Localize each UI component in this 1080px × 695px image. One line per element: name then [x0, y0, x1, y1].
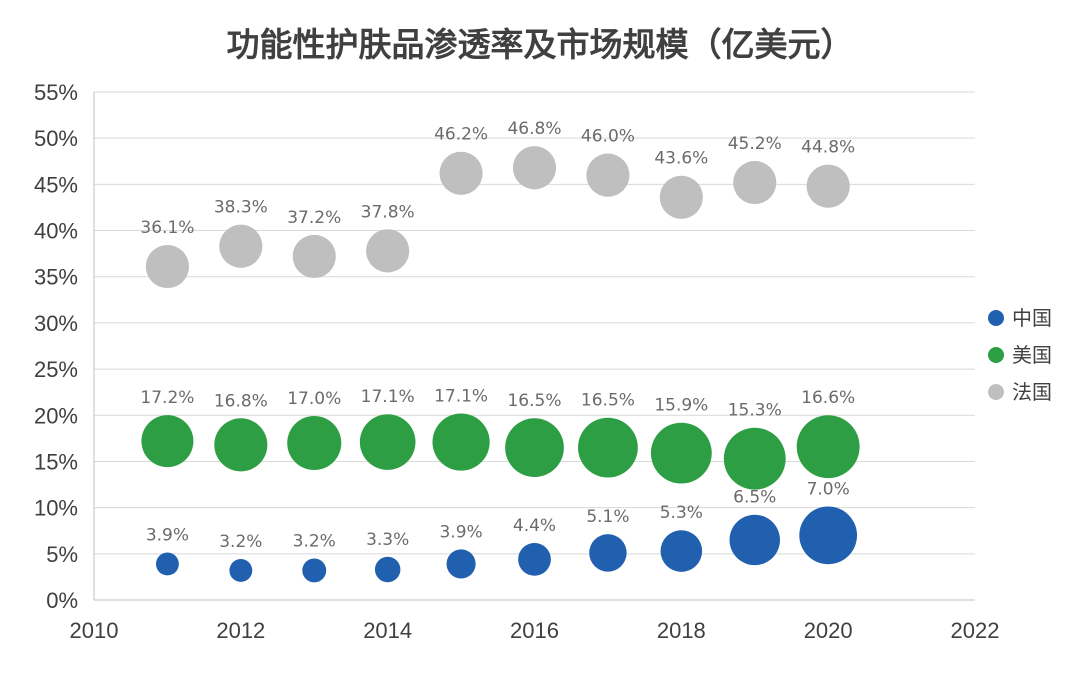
y-tick-label: 20% [34, 403, 78, 428]
x-tick-label: 2012 [216, 618, 265, 643]
bubble-美国-2015 [432, 413, 490, 471]
legend-label: 法国 [1012, 380, 1052, 404]
y-tick-label: 50% [34, 126, 78, 151]
legend-label: 中国 [1012, 306, 1052, 330]
bubble-美国-2019 [723, 427, 786, 490]
bubble-中国-2014 [374, 556, 401, 583]
data-label: 36.1% [140, 218, 194, 238]
bubble-法国-2014 [366, 229, 410, 273]
data-label: 4.4% [513, 516, 556, 536]
x-tick-label: 2016 [510, 618, 559, 643]
bubble-美国-2014 [359, 414, 416, 470]
y-tick-label: 15% [34, 449, 78, 474]
data-label: 3.3% [366, 530, 409, 550]
data-label: 17.2% [140, 388, 194, 408]
bubble-美国-2020 [796, 415, 860, 479]
data-label: 3.2% [293, 531, 336, 551]
x-tick-label: 2014 [363, 618, 412, 643]
bubble-中国-2016 [518, 542, 551, 576]
legend-label: 美国 [1012, 343, 1052, 367]
bubble-法国-2015 [439, 151, 483, 195]
chart-title: 功能性护肤品渗透率及市场规模（亿美元） [226, 25, 854, 64]
data-label: 3.2% [219, 532, 262, 552]
y-tick-label: 35% [34, 265, 78, 290]
y-tick-label: 10% [34, 496, 78, 521]
data-label: 5.3% [660, 503, 703, 523]
x-tick-label: 2022 [951, 618, 1000, 643]
bubble-美国-2013 [287, 415, 342, 471]
y-tick-label: 25% [34, 357, 78, 382]
bubble-法国-2016 [512, 146, 557, 190]
data-label: 17.0% [287, 389, 341, 409]
data-label: 5.1% [586, 507, 629, 527]
x-tick-label: 2010 [70, 618, 119, 643]
data-label: 46.2% [434, 125, 488, 145]
axes [93, 92, 975, 601]
y-tick-label: 30% [34, 311, 78, 336]
data-label: 6.5% [733, 488, 776, 508]
data-label: 16.5% [507, 391, 561, 411]
bubble-美国-2017 [578, 417, 638, 478]
data-label: 15.9% [654, 396, 708, 416]
bubble-美国-2012 [214, 418, 268, 472]
bubble-法国-2011 [145, 244, 189, 289]
y-tick-label: 0% [46, 588, 78, 613]
x-tick-label: 2020 [804, 618, 853, 643]
bubble-法国-2019 [733, 160, 777, 205]
x-axis-ticks: 2010 2012 2014 2016 2018 2020 2022 [70, 618, 1000, 643]
data-label: 3.9% [439, 522, 482, 542]
bubble-法国-2017 [586, 153, 630, 197]
legend-marker [988, 347, 1004, 363]
data-label: 3.9% [146, 526, 189, 546]
bubble-美国-2018 [650, 422, 712, 484]
data-label: 45.2% [728, 134, 782, 154]
bubble-法国-2012 [219, 224, 263, 268]
data-label: 37.2% [287, 208, 341, 228]
data-label: 17.1% [434, 386, 488, 406]
data-label: 37.8% [361, 202, 415, 222]
bubble-法国-2018 [659, 175, 703, 219]
data-label: 46.8% [507, 119, 561, 139]
data-labels: 3.9% 3.2% 3.2% 3.3% 3.9% 4.4% 5.1% 5.3% 6.5% 7.0%… [140, 119, 855, 552]
data-label: 43.6% [654, 149, 708, 169]
data-label: 16.6% [801, 388, 855, 408]
x-tick-label: 2018 [657, 618, 706, 643]
y-tick-label: 40% [34, 219, 78, 244]
data-label: 44.8% [801, 138, 855, 158]
data-label: 16.8% [214, 391, 268, 411]
data-label: 15.3% [728, 401, 782, 421]
y-axis-ticks: 0% 5% 10% 15% 20% 25% 30% 35% 40% 45% 50% 55% [34, 80, 78, 613]
data-label: 16.5% [581, 391, 635, 411]
bubbles [141, 146, 860, 583]
legend-marker [988, 310, 1004, 326]
bubble-中国-2018 [660, 530, 703, 572]
legend-marker [988, 384, 1004, 400]
bubble-中国-2013 [302, 558, 327, 583]
bubble-法国-2013 [292, 234, 336, 278]
y-tick-label: 55% [34, 80, 78, 105]
bubble-中国-2011 [155, 552, 179, 576]
bubble-中国-2020 [799, 506, 858, 565]
bubble-中国-2017 [589, 534, 627, 572]
bubble-法国-2020 [806, 164, 850, 208]
data-label: 7.0% [807, 479, 850, 499]
bubble-中国-2019 [729, 514, 780, 566]
data-label: 17.1% [361, 387, 415, 407]
y-tick-label: 45% [34, 172, 78, 197]
bubble-美国-2011 [141, 415, 194, 468]
data-label: 38.3% [214, 198, 268, 218]
bubble-中国-2015 [446, 549, 476, 579]
bubble-中国-2012 [229, 559, 253, 582]
y-tick-label: 5% [46, 542, 78, 567]
data-label: 46.0% [581, 127, 635, 147]
bubble-美国-2016 [505, 418, 564, 477]
